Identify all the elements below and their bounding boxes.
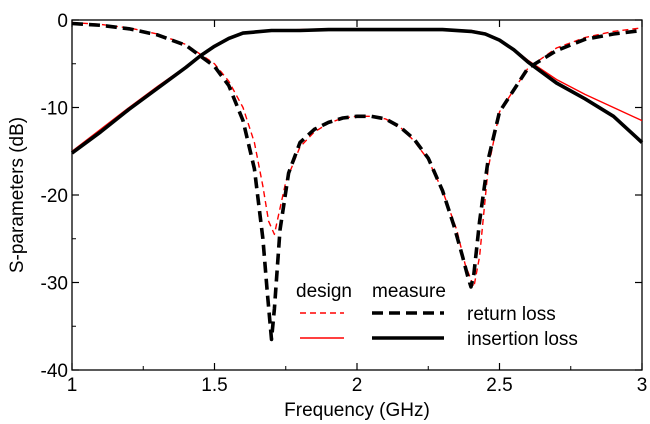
x-tick-label: 1 — [67, 375, 78, 396]
x-tick-label: 2 — [352, 375, 363, 396]
series-layer — [70, 21, 644, 342]
y-tick-label: -30 — [41, 274, 68, 295]
y-tick-label: 0 — [57, 11, 68, 32]
y-tick-label: -10 — [41, 99, 68, 120]
legend-label: return loss — [467, 304, 556, 325]
y-tick-label: -40 — [41, 361, 68, 382]
y-tick-label: -20 — [41, 186, 68, 207]
legend: design measure return loss insertion loss — [296, 281, 578, 350]
series-measure-insertion — [70, 27, 644, 155]
x-tick-label: 1.5 — [201, 375, 227, 396]
series-design-return — [71, 21, 643, 288]
y-axis-title: S-parameters (dB) — [7, 117, 28, 273]
axes: 1 1.5 2 2.5 3 0 -10 -20 -30 -40 — [41, 11, 648, 396]
x-tick-label: 3 — [637, 375, 648, 396]
x-axis-title: Frequency (GHz) — [284, 400, 430, 421]
series-measure-return — [71, 21, 643, 342]
legend-header-measure: measure — [372, 281, 446, 302]
legend-label: insertion loss — [467, 329, 578, 350]
legend-header-design: design — [296, 281, 352, 302]
x-tick-label: 2.5 — [486, 375, 512, 396]
plot-frame — [71, 19, 643, 371]
